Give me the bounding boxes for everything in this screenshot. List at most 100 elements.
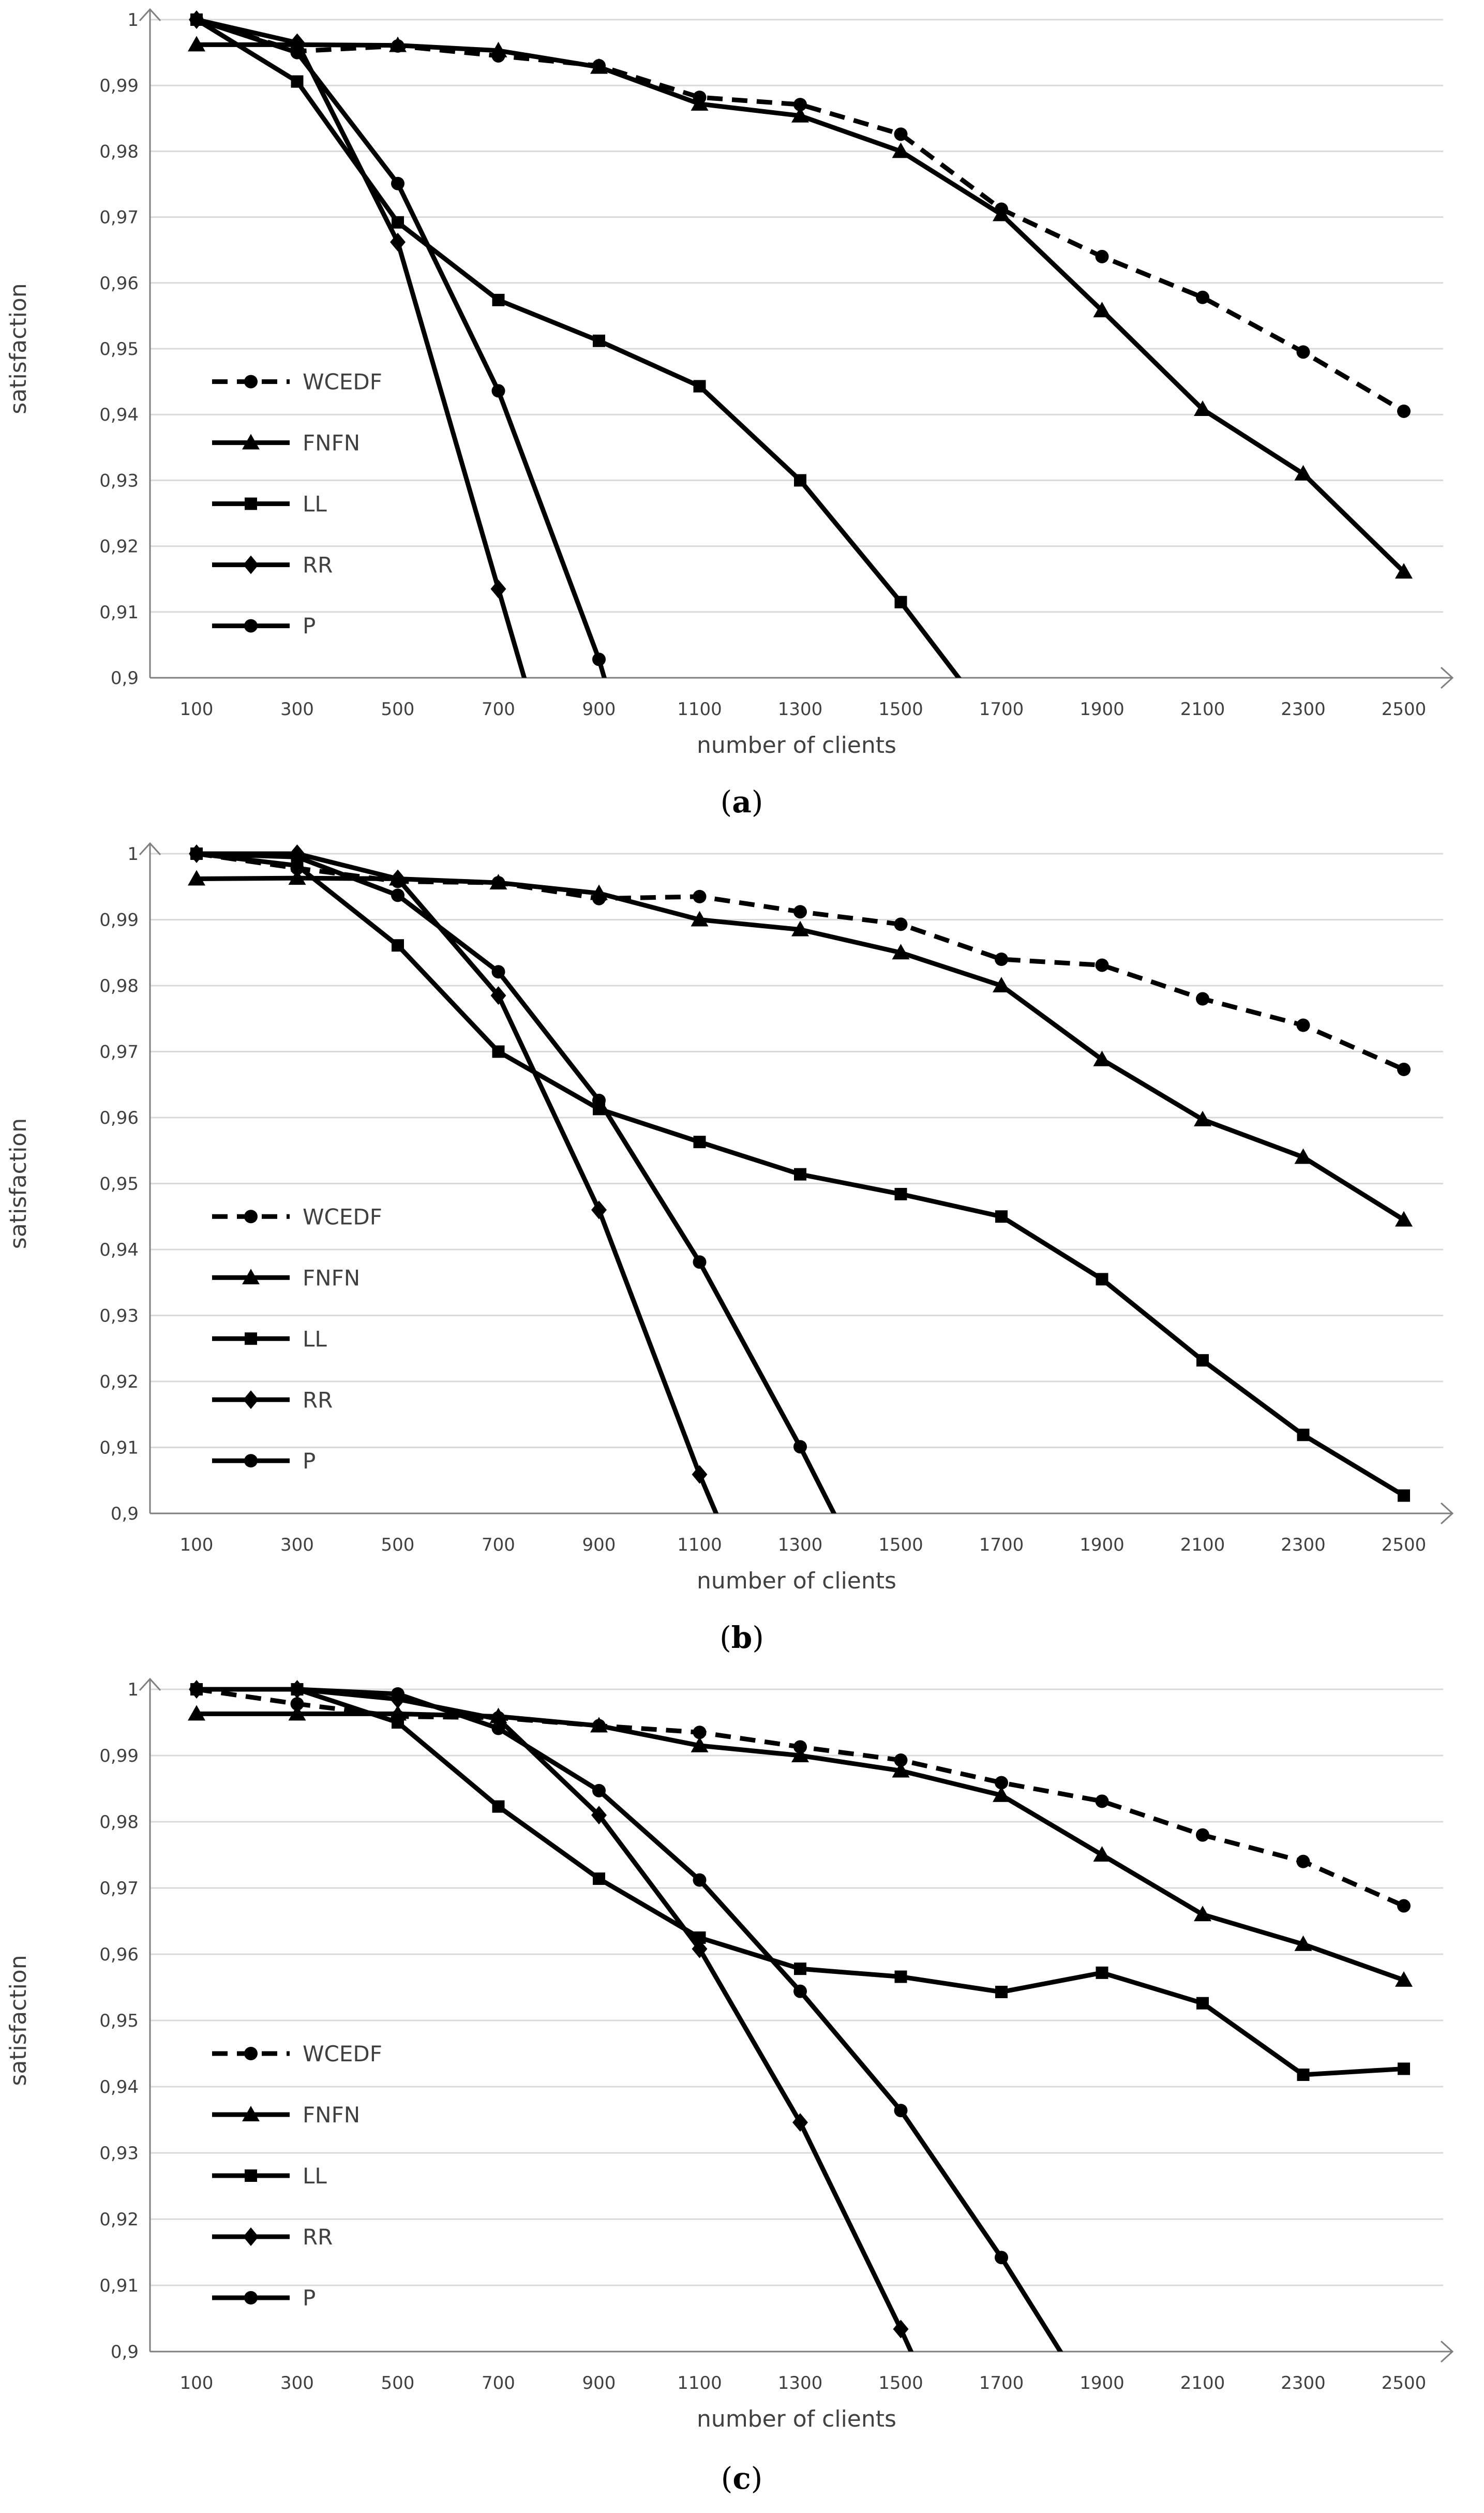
chart-c-series-fnfn-point: [993, 1786, 1010, 1802]
chart-b-series-fnfn-point: [590, 884, 608, 900]
chart-b-y-tick-label: 0,93: [99, 1306, 139, 1327]
chart-b-series-ll-point: [995, 1210, 1008, 1223]
chart-b-y-axis-arrow: [139, 842, 161, 856]
chart-c-y-tick-label: 0,99: [99, 1746, 139, 1766]
chart-a-x-tick-label: 300: [280, 699, 314, 720]
chart-c-x-axis-title: number of clients: [697, 2406, 896, 2432]
chart-b-x-axis-title: number of clients: [697, 1568, 896, 1594]
chart-b-x-tick-label: 900: [582, 1535, 616, 1555]
chart-c-series-rr-point: [893, 2319, 909, 2339]
chart-c-series-p-line: [197, 1687, 1063, 2352]
chart-a-x-tick-label: 1100: [677, 699, 722, 720]
chart-c-y-tick-label: 1: [127, 1679, 139, 1700]
chart-c-series-rr-point: [591, 1806, 607, 1825]
chart-b-series-ll-point: [392, 939, 404, 952]
chart-c-y-tick-label: 0,97: [99, 1878, 139, 1899]
chart-c-series-fnfn-point: [188, 1705, 205, 1721]
chart-b-legend-ll-marker: [245, 1332, 257, 1345]
chart-a-legend-fnfn-label: FNFN: [303, 430, 360, 456]
chart-a-series-p-point: [592, 652, 606, 666]
chart-b-legend-p-marker: [244, 1454, 258, 1468]
chart-c-series-p-point: [793, 1984, 807, 1998]
chart-b-x-tick-label: 2500: [1382, 1535, 1427, 1555]
chart-c-series-ll-point: [1398, 2062, 1410, 2075]
chart-c-legend-p: P: [212, 2285, 316, 2311]
chart-c-legend-fnfn-label: FNFN: [303, 2102, 360, 2128]
chart-b-series-wcedf-point: [1296, 1018, 1310, 1032]
chart-c-y-tick-label: 0,93: [99, 2143, 139, 2164]
chart-b-series-p-line: [196, 851, 837, 1513]
chart-a-series-rr-point: [390, 232, 406, 251]
chart-c-series-ll-point: [894, 1970, 907, 1983]
chart-c-series-ll-point: [1196, 1997, 1209, 2010]
chart-b-legend-ll: LL: [212, 1326, 327, 1351]
chart-b-series-rr-point: [490, 986, 506, 1005]
chart-a-series-fnfn-point: [993, 205, 1010, 221]
chart-b-x-tick-label: 100: [180, 1535, 214, 1555]
chart-a-series-fnfn-point: [691, 95, 709, 111]
chart-a-series-ll-point: [794, 474, 806, 487]
chart-b-series-p-point: [391, 888, 404, 902]
chart-a-series-fnfn-point: [1194, 400, 1211, 417]
chart-a-series-ll-point: [492, 293, 505, 306]
chart-b-series-rr-point: [591, 1200, 607, 1220]
chart-c-series-wcedf-point: [290, 1697, 304, 1711]
chart-a-series-fnfn-point: [892, 142, 910, 158]
chart-b-legend-ll-label: LL: [303, 1326, 327, 1351]
chart-a-y-tick-label: 0,98: [99, 141, 139, 162]
chart-c-series-rr-point: [792, 2113, 808, 2132]
chart-b-series-ll-point: [1297, 1429, 1310, 1441]
chart-a-series-wcedf-point: [1296, 345, 1310, 359]
chart-a-legend-wcedf-label: WCEDF: [303, 369, 382, 395]
chart-a-x-tick-label: 1500: [878, 699, 923, 720]
chart-a-y-axis-title: satisfaction: [5, 283, 32, 414]
chart-b-y-tick-label: 0,94: [99, 1240, 139, 1260]
chart-b-series-fnfn-point: [489, 874, 507, 890]
chart-a-legend-ll-marker: [245, 497, 257, 510]
chart-a-plot-area: [188, 10, 1413, 678]
chart-a-series-fnfn-point: [1093, 302, 1111, 318]
chart-c-series-fnfn-point: [791, 1747, 809, 1762]
chart-b-plot-area: [188, 844, 1413, 1513]
chart-c-legend-p-marker: [244, 2291, 258, 2304]
chart-b-legend-rr-marker: [243, 1390, 259, 1409]
chart-a-legend-fnfn-marker: [242, 434, 260, 450]
chart-a-legend-rr-marker: [243, 555, 259, 574]
chart-c-y-tick-label: 0,92: [99, 2209, 139, 2230]
chart-c-caption: (c): [721, 2461, 763, 2496]
chart-a-series-wcedf-point: [793, 98, 807, 112]
chart-b-caption: (b): [719, 1620, 764, 1655]
chart-a-x-tick-label: 1900: [1080, 699, 1125, 720]
chart-a-y-tick-label: 0,95: [99, 339, 139, 360]
chart-a-series-fnfn-point: [188, 36, 205, 52]
chart-b-series-p-point: [491, 965, 505, 979]
chart-a-caption: (a): [721, 784, 763, 820]
chart-c-series-p-point: [894, 2104, 908, 2118]
chart-c-legend-ll-label: LL: [303, 2163, 327, 2189]
chart-b-series-wcedf-point: [1095, 958, 1109, 972]
chart-b-x-tick-label: 700: [482, 1535, 515, 1555]
chart-c-y-tick-label: 0,96: [99, 1944, 139, 1965]
chart-b-legend-fnfn: FNFN: [212, 1265, 360, 1290]
chart-b-legend-fnfn-label: FNFN: [303, 1265, 360, 1290]
chart-a-series-ll-point: [593, 334, 605, 347]
chart-c-series-p-point: [290, 1683, 304, 1696]
chart-c-series-ll-point: [392, 1716, 404, 1729]
chart-a-series-wcedf-point: [1095, 249, 1109, 263]
chart-c-series-ll-point: [1297, 2068, 1310, 2081]
chart-c-series-fnfn-point: [1294, 1935, 1312, 1951]
chart-a-legend-p-label: P: [303, 614, 316, 639]
chart-c-legend-fnfn: FNFN: [212, 2102, 360, 2128]
chart-c-legend-wcedf-label: WCEDF: [303, 2041, 382, 2066]
chart-c-legend-rr: RR: [212, 2224, 333, 2250]
chart-c-series-fnfn-point: [1395, 1971, 1413, 1987]
chart-a-x-tick-label: 1700: [979, 699, 1024, 720]
chart-a-series-fnfn-point: [1395, 563, 1413, 579]
chart-c-series-ll-point: [995, 1985, 1008, 1998]
chart-a-legend-wcedf-marker: [244, 375, 258, 389]
chart-b-y-tick-label: 1: [127, 844, 139, 865]
chart-a-legend-wcedf: WCEDF: [212, 369, 382, 395]
chart-c-legend-p-label: P: [303, 2285, 316, 2311]
chart-b-y-axis-title: satisfaction: [5, 1118, 32, 1249]
chart-a-series-wcedf-point: [1397, 404, 1411, 418]
